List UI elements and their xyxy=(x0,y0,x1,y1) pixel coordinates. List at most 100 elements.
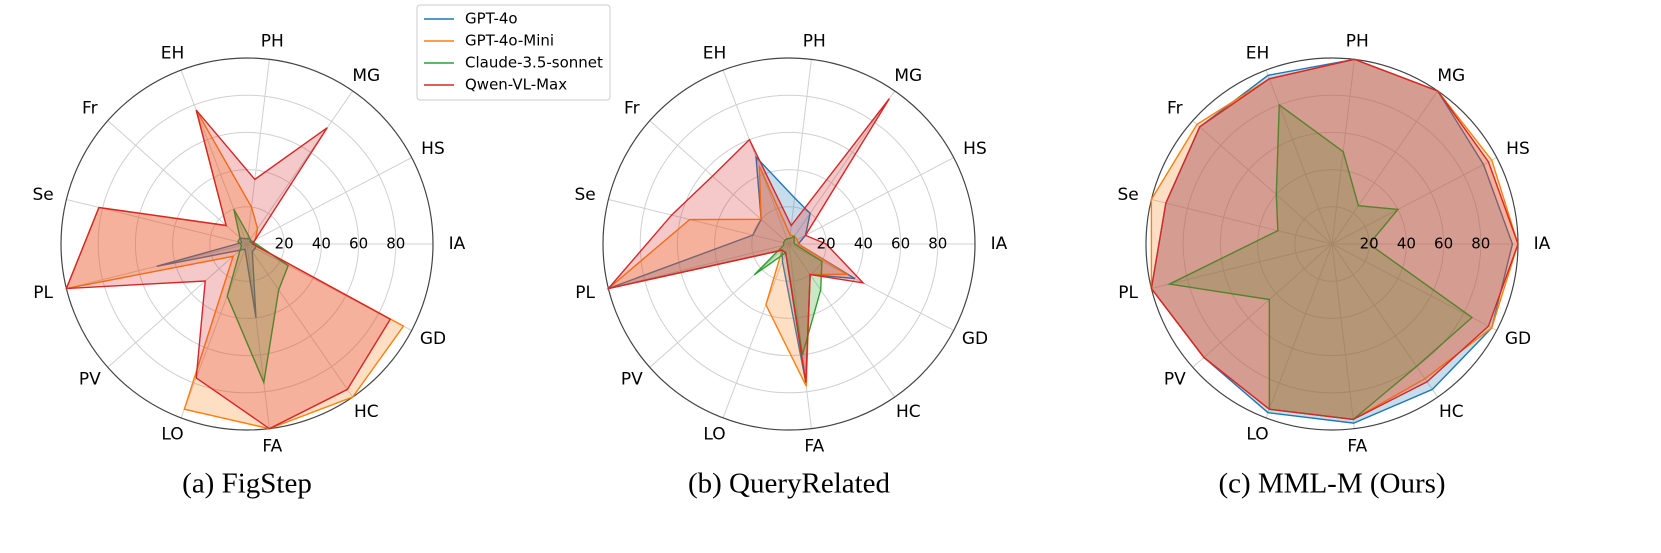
category-label: PL xyxy=(575,283,595,303)
grid-spoke xyxy=(107,120,248,245)
grid-spoke xyxy=(1192,120,1333,245)
grid-spoke xyxy=(107,243,248,368)
outer-frame xyxy=(60,57,434,431)
category-label: GD xyxy=(962,329,988,349)
r-tick-label: 20 xyxy=(275,235,294,253)
grid-spoke xyxy=(788,157,954,245)
category-label: IA xyxy=(991,234,1008,254)
category-label: HS xyxy=(963,139,987,159)
grid-spoke xyxy=(246,157,412,245)
category-label: PV xyxy=(1164,369,1186,389)
category-label: HC xyxy=(354,402,379,422)
r-tick-label: 60 xyxy=(1434,235,1453,253)
category-label: MG xyxy=(894,66,922,86)
category-label: Se xyxy=(32,185,53,205)
grid-spoke xyxy=(788,243,896,398)
outer-frame xyxy=(602,57,976,431)
grid-spoke xyxy=(1151,243,1333,289)
chart-title: (b) QueryRelated xyxy=(688,468,891,500)
grid-spoke xyxy=(608,243,790,289)
category-label: FA xyxy=(262,437,282,457)
grid-spoke xyxy=(246,90,354,245)
grid-spoke xyxy=(66,199,248,245)
grid-spoke xyxy=(1151,199,1333,245)
grid-spoke xyxy=(1331,90,1439,245)
grid-spoke xyxy=(1331,243,1355,429)
grid-spoke xyxy=(180,69,248,245)
grid-spoke xyxy=(788,243,812,429)
legend-frame xyxy=(416,4,611,101)
r-tick-label: 20 xyxy=(1360,235,1379,253)
r-tick-label: 80 xyxy=(1471,235,1490,253)
category-label: IA xyxy=(1534,234,1551,254)
r-tick-label: 60 xyxy=(349,235,368,253)
series-area xyxy=(1167,103,1474,421)
series-area xyxy=(226,208,290,385)
grid-spoke xyxy=(246,59,270,245)
category-label: EH xyxy=(703,43,727,63)
category-label: HC xyxy=(896,402,921,422)
series-area xyxy=(65,109,392,430)
category-label: FA xyxy=(804,437,824,457)
category-label: Fr xyxy=(624,99,640,119)
category-label: LO xyxy=(1246,425,1268,445)
series-area xyxy=(606,98,890,383)
series-area xyxy=(1150,58,1519,421)
grid-spoke xyxy=(649,243,790,368)
grid-spoke xyxy=(1331,157,1497,245)
category-label: PV xyxy=(79,369,101,389)
category-label: GD xyxy=(1505,329,1531,349)
legend-label: Qwen-VL-Max xyxy=(465,76,567,94)
chart-title: (c) MML-M (Ours) xyxy=(1218,468,1445,500)
category-label: PH xyxy=(803,31,826,51)
r-tick-label: 40 xyxy=(854,235,873,253)
grid-spoke xyxy=(246,243,354,398)
category-label: IA xyxy=(449,234,466,254)
grid-spoke xyxy=(1265,243,1333,419)
legend: GPT-4o GPT-4o-Mini Claude-3.5-sonnet Qwen-V… xyxy=(416,4,611,101)
category-label: PL xyxy=(1118,283,1138,303)
chart-title: (a) FigStep xyxy=(182,468,312,500)
category-label: Fr xyxy=(1167,99,1183,119)
legend-label: Claude-3.5-sonnet xyxy=(465,54,603,72)
legend-label: GPT-4o-Mini xyxy=(465,32,554,50)
category-label: LO xyxy=(703,425,725,445)
category-label: Fr xyxy=(82,99,98,119)
grid-spoke xyxy=(246,243,270,429)
radar-chart: 20 40 60 80 IA HS MG PH EH Fr Se PL PV LO FA HC GD (a) Fi… xyxy=(32,31,465,499)
radar-chart: 20 40 60 80 IA HS MG PH EH Fr Se PL PV LO FA HC GD (b) Qu… xyxy=(574,31,1007,499)
category-label: HS xyxy=(1506,139,1530,159)
grid-spoke xyxy=(722,243,790,419)
legend-label: GPT-4o xyxy=(465,10,518,28)
series-area xyxy=(753,235,823,355)
category-label: EH xyxy=(161,43,185,63)
grid-spoke xyxy=(1265,69,1333,245)
category-label: MG xyxy=(1437,66,1465,86)
grid-spoke xyxy=(788,90,896,245)
grid-spoke xyxy=(649,120,790,245)
grid-spoke xyxy=(1331,243,1439,398)
grid-spoke xyxy=(788,59,812,245)
r-tick-label: 60 xyxy=(891,235,910,253)
radar-chart: 20 40 60 80 IA HS MG PH EH Fr Se PL PV LO FA HC GD (c) MM… xyxy=(1117,31,1550,499)
category-label: Se xyxy=(574,185,595,205)
grid-spoke xyxy=(1192,243,1333,368)
grid-spoke xyxy=(180,243,248,419)
category-label: GD xyxy=(420,329,446,349)
category-label: MG xyxy=(352,66,380,86)
category-label: PV xyxy=(621,369,643,389)
category-label: EH xyxy=(1246,43,1270,63)
category-label: FA xyxy=(1347,437,1367,457)
r-tick-label: 40 xyxy=(1397,235,1416,253)
category-label: HS xyxy=(421,139,445,159)
category-label: HC xyxy=(1439,402,1464,422)
category-label: PH xyxy=(261,31,284,51)
grid-spoke xyxy=(608,199,790,245)
r-tick-label: 20 xyxy=(817,235,836,253)
category-label: LO xyxy=(161,425,183,445)
category-label: Se xyxy=(1117,185,1138,205)
r-tick-label: 80 xyxy=(928,235,947,253)
r-tick-label: 40 xyxy=(312,235,331,253)
category-label: PL xyxy=(33,283,53,303)
